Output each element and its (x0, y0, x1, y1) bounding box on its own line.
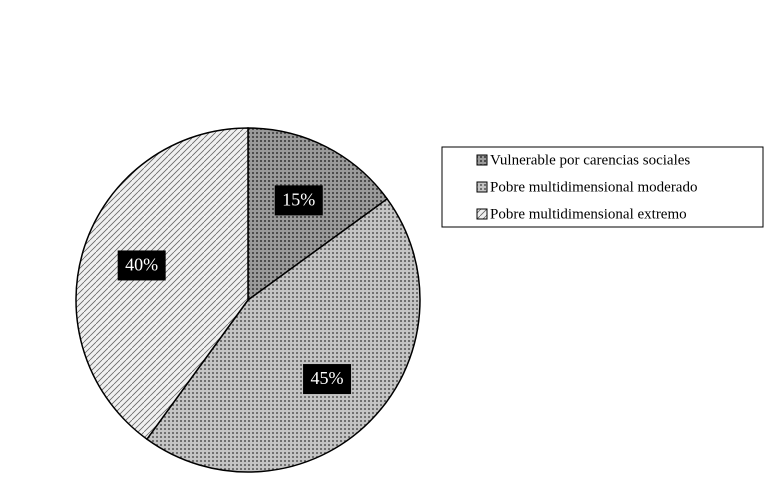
legend-label: Pobre multidimensional moderado (490, 179, 697, 195)
label-box (117, 250, 166, 281)
data-label: 40% (125, 255, 158, 275)
legend-swatch (476, 181, 488, 193)
pie-slice (75, 127, 249, 441)
legend-label: Vulnerable por carencias sociales (490, 152, 690, 168)
legend-swatch (476, 154, 488, 166)
legend-swatch (476, 208, 488, 220)
data-label: 45% (311, 368, 344, 388)
label-box (303, 364, 352, 395)
pie-slice (145, 197, 421, 473)
legend-box (441, 146, 764, 228)
label-box (274, 185, 323, 216)
data-label: 15% (282, 190, 315, 210)
legend-label: Pobre multidimensional extremo (490, 206, 687, 222)
